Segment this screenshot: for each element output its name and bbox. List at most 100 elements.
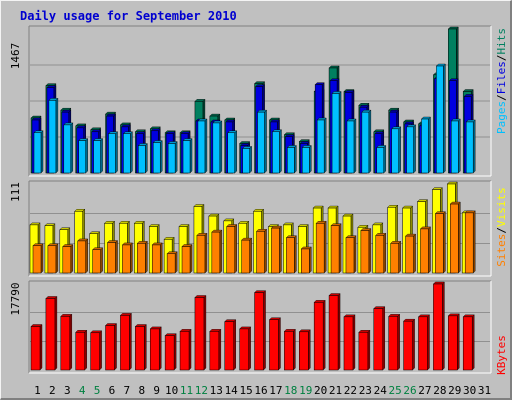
- bar-kbytes-day-13-side: [218, 328, 222, 371]
- bar-hits-day-30-top: [462, 89, 474, 92]
- bar-sites-day-13-side: [219, 229, 223, 274]
- bar-sites-day-25-side: [398, 240, 401, 274]
- bar-kbytes-day-12-face: [194, 297, 205, 371]
- bar-hits-day-16-top: [254, 81, 266, 84]
- bar-visits-day-26-top: [402, 205, 414, 209]
- bar-kbytes-day-18-side: [293, 328, 296, 371]
- bar-pages-day-10: [167, 141, 178, 174]
- bar-kbytes-day-19: [298, 329, 311, 371]
- day-label-31: 31: [478, 384, 491, 397]
- bar-hits-day-8-top: [134, 129, 146, 132]
- bar-kbytes-day-9: [149, 326, 162, 371]
- bar-pages-day-1-side: [40, 130, 44, 174]
- bar-sites-day-29-side: [458, 201, 461, 274]
- bar-sites-day-11-top: [181, 244, 193, 247]
- bar-sites-day-17-top: [270, 225, 282, 229]
- bar-sites-day-1-face: [32, 245, 42, 274]
- bar-kbytes-day-24-side: [382, 306, 385, 371]
- bar-kbytes-day-26-top: [403, 318, 416, 322]
- bar-kbytes-day-1: [30, 324, 43, 371]
- bar-pages-day-20-side: [323, 117, 327, 174]
- bar-hits-day-12-top: [194, 99, 206, 102]
- day-label-4: 4: [79, 384, 86, 397]
- day-label-5: 5: [94, 384, 101, 397]
- bar-sites-day-9-top: [151, 242, 163, 246]
- bar-sites-day-20-side: [323, 220, 327, 274]
- bar-kbytes-day-21: [328, 293, 341, 371]
- bar-sites-day-28-face: [435, 213, 444, 274]
- bar-hits-day-3-top: [60, 107, 72, 111]
- bar-sites-day-30-top: [464, 210, 476, 214]
- bar-kbytes-day-19-top: [298, 329, 311, 333]
- bar-sites-day-18-face: [286, 237, 295, 274]
- bar-pages-day-6-face: [108, 133, 116, 174]
- day-label-21: 21: [329, 384, 342, 397]
- bar-kbytes-day-5: [90, 330, 103, 371]
- day-label-25: 25: [389, 384, 402, 397]
- bar-kbytes-day-6-face: [105, 325, 115, 371]
- bar-pages-day-23-face: [361, 111, 370, 174]
- bar-sites-day-16-face: [256, 231, 265, 274]
- bar-visits-day-19-top: [297, 224, 309, 227]
- bar-kbytes-day-8-top: [134, 324, 147, 327]
- bar-visits-day-11-top: [178, 224, 190, 227]
- day-label-1: 1: [34, 384, 41, 397]
- bar-pages-day-27: [421, 116, 431, 174]
- bar-visits-day-20-top: [312, 205, 324, 209]
- bar-pages-day-30-face: [465, 121, 474, 174]
- bar-pages-day-2-face: [48, 100, 57, 174]
- bar-pages-day-3-face: [63, 124, 72, 174]
- bar-kbytes-day-23-face: [358, 332, 369, 371]
- bar-sites-day-7: [121, 242, 133, 274]
- bar-pages-day-27-side: [428, 116, 431, 174]
- bar-kbytes-day-23-side: [367, 329, 371, 371]
- bar-visits-day-3-top: [59, 227, 71, 230]
- bar-kbytes-day-28-face: [433, 283, 443, 371]
- bar-kbytes-day-22: [343, 314, 356, 371]
- bar-sites-day-30-face: [464, 212, 474, 274]
- bar-sites-day-2-face: [47, 245, 57, 274]
- bar-kbytes-day-21-side: [337, 293, 341, 371]
- bar-kbytes-day-12-side: [203, 295, 207, 371]
- bar-pages-day-10-face: [167, 143, 176, 174]
- day-label-15: 15: [239, 384, 252, 397]
- bar-sites-day-15-side: [249, 237, 252, 274]
- bar-sites-day-6-face: [107, 242, 116, 274]
- bar-visits-day-23-top: [357, 225, 369, 228]
- bar-kbytes-day-17: [268, 317, 281, 371]
- bar-kbytes-day-10-side: [173, 333, 177, 371]
- bar-kbytes-day-22-face: [343, 316, 354, 371]
- bar-hits-day-13-top: [209, 113, 221, 117]
- day-label-28: 28: [433, 384, 446, 397]
- bar-visits-day-9-top: [148, 224, 160, 227]
- bar-kbytes-day-25: [388, 313, 401, 371]
- bar-sites-day-22-face: [345, 237, 355, 274]
- bar-visits-day-7-top: [118, 221, 130, 224]
- bar-sites-day-16-side: [264, 228, 267, 274]
- bar-kbytes-day-30-side: [471, 314, 475, 371]
- bar-sites-day-16: [256, 228, 268, 274]
- bar-pages-day-12-face: [197, 120, 206, 174]
- bar-pages-day-9-face: [152, 142, 161, 174]
- bar-hits-day-24-top: [373, 129, 385, 132]
- bar-kbytes-day-1-face: [30, 326, 41, 371]
- bar-sites-day-15: [241, 237, 253, 274]
- bar-sites-day-20: [315, 220, 327, 274]
- bar-sites-day-29-top: [449, 201, 461, 205]
- bar-sites-day-6-top: [107, 240, 118, 243]
- day-label-6: 6: [109, 384, 116, 397]
- bar-pages-day-19: [301, 144, 312, 174]
- bar-kbytes-day-17-side: [278, 317, 281, 371]
- bar-visits-day-12-top: [193, 204, 205, 207]
- bar-sites-day-26-top: [405, 233, 417, 237]
- bar-visits-day-28-top: [431, 187, 443, 190]
- bar-sites-day-15-face: [241, 239, 250, 274]
- bar-sites-day-12-top: [196, 233, 208, 236]
- bar-visits-day-10-top: [163, 237, 175, 240]
- bar-kbytes-day-16-side: [263, 290, 266, 371]
- bar-pages-day-22-face: [346, 120, 355, 174]
- bar-kbytes-day-30-top: [462, 314, 475, 318]
- bar-visits-day-2-top: [44, 223, 56, 226]
- bar-sites-day-14: [226, 224, 238, 274]
- day-label-29: 29: [448, 384, 461, 397]
